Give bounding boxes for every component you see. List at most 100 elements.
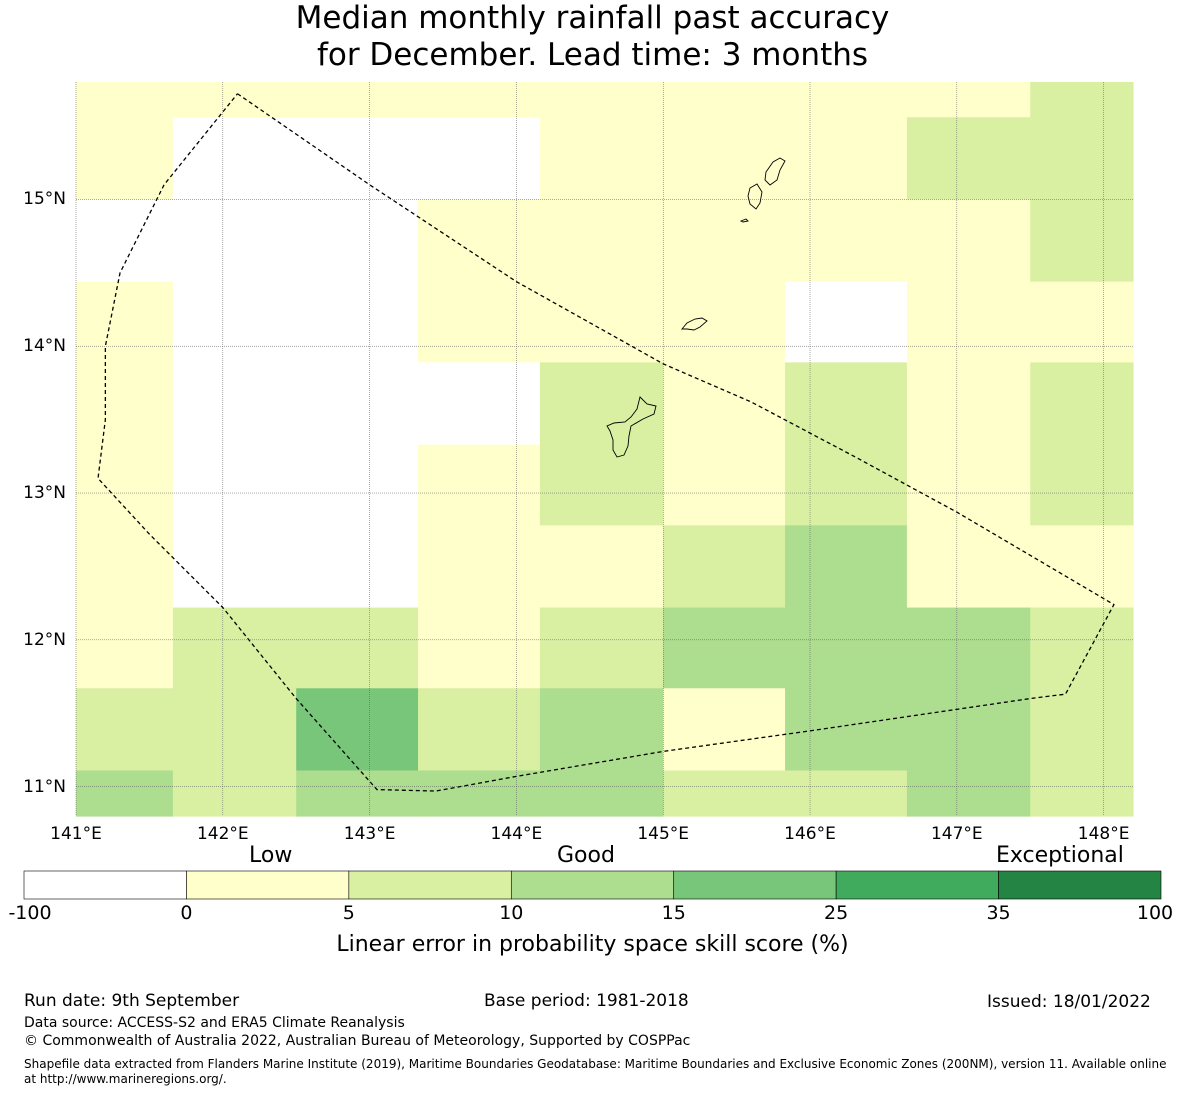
grid-cell <box>418 117 541 201</box>
x-tick-label: 143°E <box>343 824 396 844</box>
colorbar-category-exceptional: Exceptional <box>996 843 1124 868</box>
grid-cell <box>539 82 664 118</box>
x-tick-label: 142°E <box>196 824 249 844</box>
grid-cell <box>296 362 419 446</box>
grid-cell <box>418 770 541 817</box>
graticule <box>75 82 1133 816</box>
grid-cell <box>785 117 908 201</box>
base-period: Base period: 1981-2018 <box>484 991 689 1011</box>
colorbar-tick-label: 35 <box>986 902 1011 924</box>
eez-boundary <box>97 93 1115 792</box>
x-tick-label: 144°E <box>490 824 543 844</box>
grid-cell <box>1030 82 1134 118</box>
islands <box>606 157 786 458</box>
chart-title: Median monthly rainfall past accuracy fo… <box>0 0 1185 74</box>
run-date: Run date: 9th September <box>24 991 240 1011</box>
tinian-island <box>747 183 763 210</box>
grid-cell <box>906 199 1031 283</box>
grid-cell <box>172 444 297 526</box>
colorbar-segment <box>23 870 187 900</box>
grid-cell <box>418 199 541 283</box>
grid-cell <box>785 82 908 118</box>
grid-cell <box>663 607 786 689</box>
grid-cell <box>539 199 664 283</box>
grid-cell <box>76 525 174 609</box>
grid-cell <box>785 281 908 363</box>
guam-island <box>606 396 657 458</box>
grid-cell <box>418 281 541 363</box>
grid-cell <box>539 770 664 817</box>
grid-cell <box>785 688 908 772</box>
rota-island <box>681 317 708 331</box>
grid-cell <box>1030 525 1134 609</box>
colorbar-tick-label: 0 <box>180 902 193 924</box>
grid-cell <box>785 525 908 609</box>
x-tick-label: 148°E <box>1077 824 1130 844</box>
grid-cell <box>663 117 786 201</box>
grid-cell <box>418 362 541 446</box>
grid-cell <box>539 362 664 446</box>
grid-cell <box>76 362 174 446</box>
grid-cell <box>1030 607 1134 689</box>
grid-cell <box>663 525 786 609</box>
grid-cell <box>172 607 297 689</box>
grid-cell <box>1030 444 1134 526</box>
colorbar-tick-label: 100 <box>1136 902 1174 924</box>
grid-cell <box>1030 117 1134 201</box>
grid-cell <box>418 688 541 772</box>
grid-cell <box>76 607 174 689</box>
grid-cell <box>76 770 174 817</box>
colorbar-tick-label: 25 <box>824 902 849 924</box>
aguijan-island <box>739 218 749 223</box>
grid-cell <box>906 770 1031 817</box>
grid-cell <box>296 444 419 526</box>
x-tick-label: 145°E <box>637 824 690 844</box>
grid-cell <box>663 688 786 772</box>
grid-cell <box>172 117 297 201</box>
grid-cell <box>296 117 419 201</box>
grid-cell <box>906 82 1031 118</box>
grid-cell <box>785 199 908 283</box>
grid-cell <box>539 525 664 609</box>
issued-date: Issued: 18/01/2022 <box>987 992 1151 1012</box>
y-tick-label: 11°N <box>23 776 66 797</box>
colorbar <box>23 870 1162 900</box>
colorbar-segment <box>186 870 350 900</box>
colorbar-segment <box>673 870 837 900</box>
grid-cell <box>539 444 664 526</box>
grid-cell <box>172 770 297 817</box>
grid-cell <box>172 362 297 446</box>
grid-cell <box>296 199 419 283</box>
grid-cell <box>663 362 786 446</box>
grid-cell <box>76 281 174 363</box>
colorbar-category-low: Low <box>249 843 293 868</box>
grid-cell <box>785 607 908 689</box>
grid-cell <box>906 688 1031 772</box>
chart-title-line-2: for December. Lead time: 3 months <box>316 37 869 73</box>
grid-cell <box>296 281 419 363</box>
grid-cell <box>1030 770 1134 817</box>
grid-cell <box>296 770 419 817</box>
grid-cell <box>172 688 297 772</box>
x-tick-label: 141°E <box>50 824 102 844</box>
grid-cell <box>906 444 1031 526</box>
grid-cell <box>539 117 664 201</box>
x-tick-label: 147°E <box>930 824 983 844</box>
grid-cell <box>296 82 419 118</box>
grid-cell <box>906 362 1031 446</box>
grid-cell <box>663 281 786 363</box>
grid-cell <box>785 444 908 526</box>
grid-cell <box>1030 362 1134 446</box>
grid-cell <box>906 607 1031 689</box>
grid-cell <box>663 82 786 118</box>
grid-cell <box>906 117 1031 201</box>
grid-cell <box>418 82 541 118</box>
y-tick-label: 15°N <box>23 189 66 210</box>
y-tick-label: 14°N <box>23 336 66 357</box>
grid-cell <box>906 525 1031 609</box>
grid-cell <box>76 199 174 283</box>
grid-cell <box>418 607 541 689</box>
grid-cell <box>663 199 786 283</box>
colorbar-tick-label: 10 <box>499 902 524 924</box>
